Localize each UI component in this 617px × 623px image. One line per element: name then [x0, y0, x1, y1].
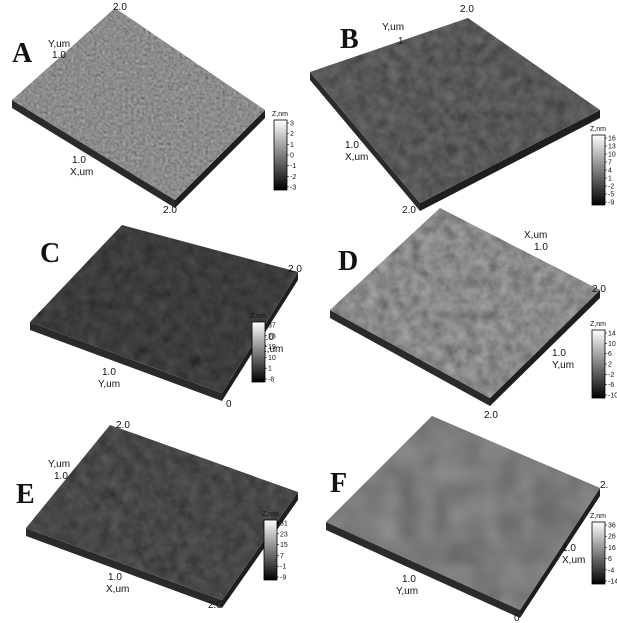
colorbar-tick-label: 10 [608, 341, 616, 348]
axis-label: X,um [562, 555, 585, 566]
colorbar-tick-label: -9 [280, 575, 286, 582]
colorbar-title: Z,nm [250, 313, 266, 320]
axis-label: Y,um [396, 586, 418, 597]
afm-surface [26, 425, 298, 600]
axis-label: 0 [514, 613, 520, 623]
axis-label: 1.0 [52, 50, 66, 61]
axis-label: 2.0 [460, 4, 474, 15]
colorbar-tick-label: -10 [608, 393, 617, 400]
axis-label: Y,um [98, 379, 120, 390]
colorbar-title: Z,nm [590, 513, 606, 520]
colorbar-tick-label: 15 [280, 542, 288, 549]
colorbar-tick-label: 1 [608, 176, 612, 183]
axis-label: Y,um [48, 459, 70, 470]
colorbar [592, 330, 605, 398]
axis-label: 1.0 [534, 242, 548, 253]
axis-label: Y,um [552, 360, 574, 371]
panel-label: B [340, 24, 359, 55]
colorbar-tick-label: -4 [608, 567, 614, 574]
colorbar-tick-label: -1 [290, 163, 296, 170]
axis-label: 1.0 [552, 348, 566, 359]
colorbar-tick-label: 6 [608, 556, 612, 563]
colorbar-tick-label: -1 [280, 564, 286, 571]
axis-label: X,um [70, 167, 93, 178]
axis-label: 1.0 [54, 471, 68, 482]
colorbar-tick-label: -5 [608, 192, 614, 199]
axis-label: 2.0 [288, 264, 302, 275]
axis-label: 2.0 [163, 205, 177, 216]
colorbar-tick-label: 28 [268, 333, 276, 340]
axis-label: 1.0 [108, 572, 122, 583]
colorbar-tick-label: 1 [268, 366, 272, 373]
colorbar-tick-label: 10 [608, 152, 616, 159]
panel-label: E [16, 479, 35, 510]
axis-label: 2. [600, 480, 608, 491]
colorbar-tick-label: 1 [290, 142, 294, 149]
colorbar-tick-label: 37 [268, 323, 276, 330]
colorbar-tick-label: 7 [608, 160, 612, 167]
panel-label: C [40, 238, 60, 269]
colorbar [264, 520, 277, 580]
axis-label: 1.0 [72, 155, 86, 166]
colorbar-tick-label: 14 [608, 331, 616, 338]
colorbar [274, 120, 287, 190]
colorbar-tick-label: 23 [280, 531, 288, 538]
axis-label: Y,um [382, 22, 404, 33]
colorbar-title: Z,nm [272, 111, 288, 118]
colorbar-tick-label: 36 [608, 523, 616, 530]
colorbar-tick-label: -9 [608, 200, 614, 207]
figure: AY,um1.02.01.0X,um2.0Z,nm3210-1-2-3B2.0Y… [0, 0, 617, 623]
colorbar-tick-label: -2 [608, 184, 614, 191]
axis-label: 2.0 [484, 410, 498, 421]
colorbar-tick-label: 4 [608, 168, 612, 175]
colorbar-tick-label: 13 [608, 144, 616, 151]
panel-label: F [330, 468, 347, 499]
colorbar-tick-label: 7 [280, 553, 284, 560]
afm-surface [326, 416, 600, 610]
colorbar-tick-label: 6 [608, 351, 612, 358]
colorbar-tick-label: 31 [280, 521, 288, 528]
axis-label: 2.0 [208, 600, 222, 611]
axis-label: 1 [398, 36, 404, 47]
colorbar-title: Z,nm [590, 126, 606, 133]
axis-label: 1.0 [402, 574, 416, 585]
colorbar-title: Z,nm [590, 321, 606, 328]
axis-label: 1.0 [562, 543, 576, 554]
axis-label: X,um [524, 230, 547, 241]
colorbar-tick-label: -3 [290, 185, 296, 192]
axis-label: 2.0 [116, 420, 130, 431]
colorbar-tick-label: 2 [290, 131, 294, 138]
colorbar [252, 322, 265, 382]
axis-label: 2.0 [113, 2, 127, 13]
colorbar-tick-label: 26 [608, 534, 616, 541]
colorbar [592, 522, 605, 584]
axis-label: Y,um [48, 39, 70, 50]
panel-label: A [12, 38, 33, 69]
axis-label: X,um [345, 152, 368, 163]
colorbar-tick-label: -2 [290, 174, 296, 181]
colorbar-tick-label: -6 [608, 382, 614, 389]
axis-label: 1.0 [102, 367, 116, 378]
colorbar-tick-label: 16 [608, 136, 616, 143]
colorbar-tick-label: 10 [268, 355, 276, 362]
axis-label: 0 [226, 399, 232, 410]
colorbar-tick-label: 2 [608, 362, 612, 369]
colorbar-tick-label: 0 [290, 153, 294, 160]
axis-label: 2.0 [592, 284, 606, 295]
axis-label: 2.0 [402, 205, 416, 216]
colorbar-tick-label: -8 [268, 377, 274, 384]
colorbar-tick-label: -14 [608, 579, 617, 586]
colorbar-tick-label: -2 [608, 372, 614, 379]
colorbar [592, 135, 605, 205]
panel-label: D [338, 246, 358, 277]
colorbar-title: Z,nm [262, 511, 278, 518]
afm-surface [12, 8, 265, 200]
axis-label: 1.0 [345, 140, 359, 151]
colorbar-tick-label: 3 [290, 121, 294, 128]
axis-label: X,um [106, 584, 129, 595]
colorbar-tick-label: 19 [268, 344, 276, 351]
colorbar-tick-label: 16 [608, 545, 616, 552]
